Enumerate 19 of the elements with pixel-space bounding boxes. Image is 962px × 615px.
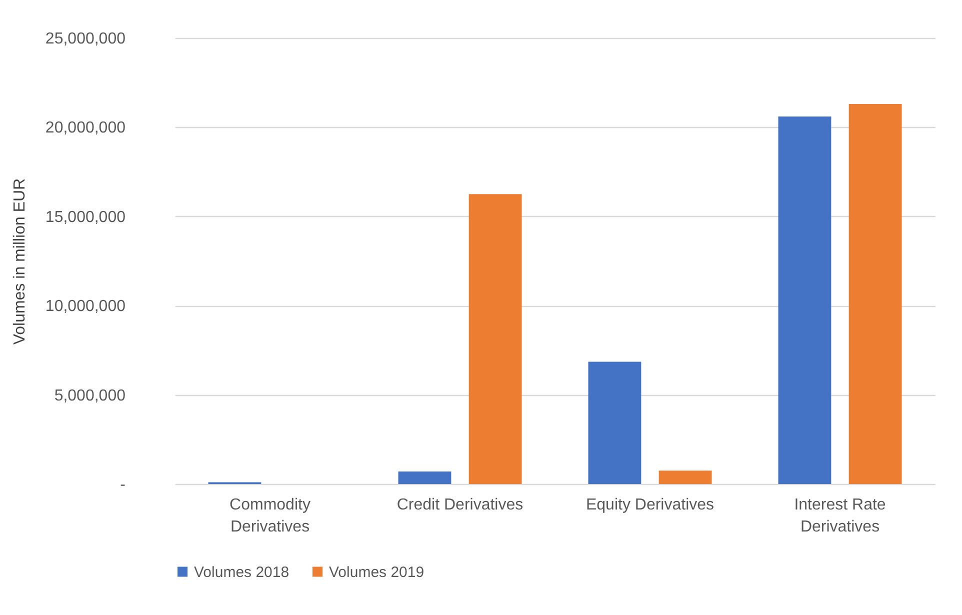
y-tick-label: 15,000,000 (45, 208, 126, 226)
y-tick-label: 25,000,000 (45, 30, 126, 48)
y-axis-title: Volumes in million EUR (11, 178, 28, 345)
x-tick-label: Interest Rate Derivatives (794, 496, 886, 536)
bar (468, 194, 522, 484)
y-tick-label: - (120, 476, 126, 494)
y-tick-label: 5,000,000 (54, 387, 126, 404)
bar (588, 362, 642, 484)
legend-label: Volumes 2018 (194, 564, 290, 581)
bar (778, 116, 832, 484)
bar (658, 470, 712, 484)
legend-label: Volumes 2019 (329, 564, 424, 581)
x-tick-label: Credit Derivatives (396, 496, 524, 514)
x-tick-label: Equity Derivatives (586, 496, 714, 514)
y-tick-label: 10,000,000 (45, 298, 126, 316)
bar (848, 104, 902, 484)
bar (398, 472, 452, 484)
y-tick-label: 20,000,000 (45, 120, 126, 137)
x-tick-label: Commodity Derivatives (230, 496, 310, 536)
